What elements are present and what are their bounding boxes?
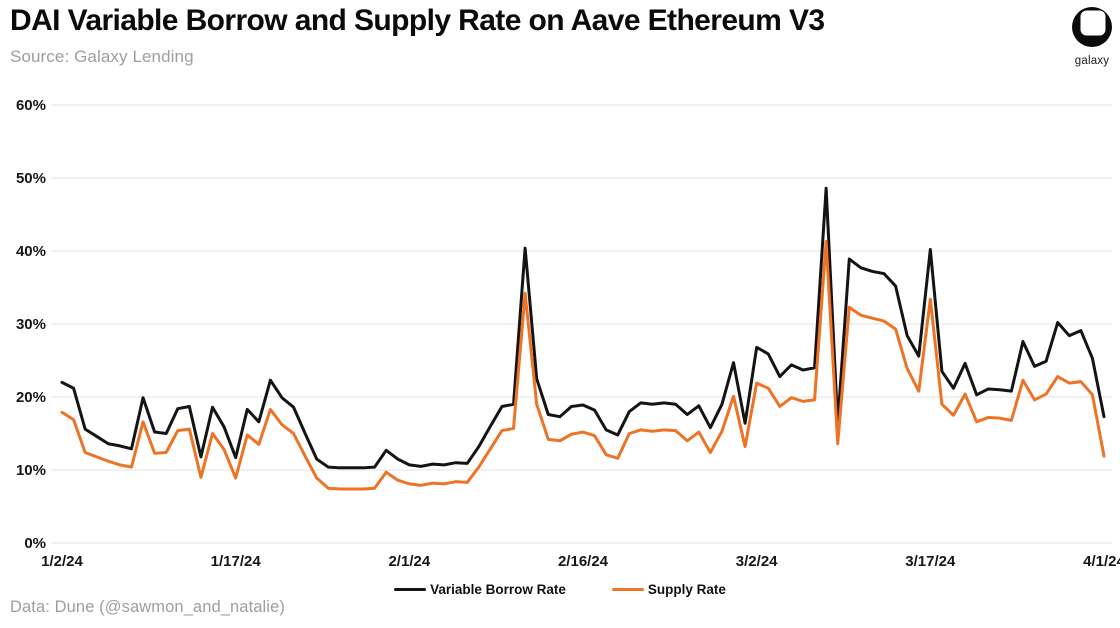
legend-label: Variable Borrow Rate	[430, 582, 566, 597]
chart-header: DAI Variable Borrow and Supply Rate on A…	[10, 4, 1060, 67]
y-axis-tick-label: 30%	[16, 316, 46, 333]
legend-label: Supply Rate	[647, 582, 726, 597]
page-title: DAI Variable Borrow and Supply Rate on A…	[10, 4, 825, 37]
galaxy-logo: galaxy	[1066, 5, 1118, 67]
legend-item-supply-rate: Supply Rate	[611, 582, 726, 597]
y-axis-tick-label: 50%	[16, 170, 46, 187]
y-axis-tick-label: 10%	[16, 462, 46, 479]
y-axis-tick-label: 0%	[24, 535, 46, 552]
borrow-rate-line-swatch	[394, 587, 427, 592]
y-axis-tick-label: 60%	[16, 97, 46, 114]
supply-rate-line	[60, 240, 1106, 491]
supply-rate-line-swatch	[611, 587, 644, 592]
variable-borrow-rate-line	[60, 186, 1106, 470]
x-axis-tick-label: 1/17/24	[211, 553, 262, 570]
x-axis-tick-label: 2/16/24	[558, 553, 609, 570]
chart-legend: Variable Borrow Rate Supply Rate	[0, 582, 1120, 597]
source-label: Source: Galaxy Lending	[10, 46, 194, 66]
galaxy-logo-label: galaxy	[1074, 55, 1110, 67]
legend-item-variable-borrow-rate: Variable Borrow Rate	[394, 582, 566, 597]
x-axis-tick-label: 1/2/24	[41, 553, 83, 570]
x-axis-tick-label: 3/17/24	[905, 553, 956, 570]
x-axis-tick-label: 3/2/24	[736, 553, 778, 570]
y-axis-tick-label: 20%	[16, 389, 46, 406]
x-axis-tick-label: 4/1/24	[1083, 553, 1120, 570]
y-axis-tick-label: 40%	[16, 243, 46, 260]
data-credit: Data: Dune (@sawmon_and_natalie)	[10, 598, 285, 616]
x-axis-tick-label: 2/1/24	[388, 553, 430, 570]
galaxy-logo-icon	[1072, 7, 1112, 47]
